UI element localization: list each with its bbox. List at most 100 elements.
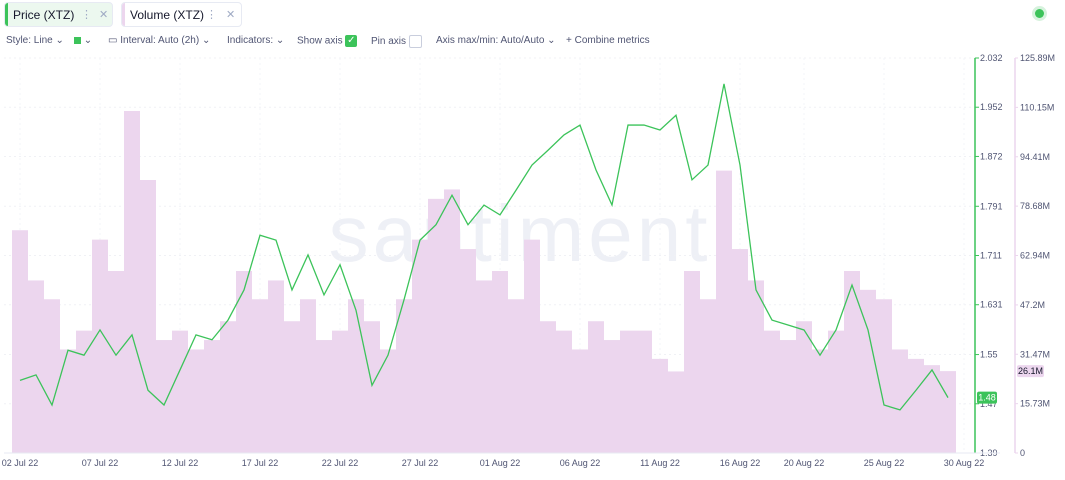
- y2-tick-label: 110.15M: [1020, 102, 1054, 112]
- volume-bar: [12, 230, 28, 453]
- y2-tick-label: 78.68M: [1020, 201, 1050, 211]
- metric-tab[interactable]: Volume (XTZ) ⋮ ✕: [121, 2, 242, 27]
- axis-minmax[interactable]: Axis max/min: Auto/Auto ⌄: [436, 35, 556, 46]
- volume-bar: [924, 365, 940, 453]
- volume-bar: [172, 330, 188, 453]
- volume-bar: [444, 189, 460, 453]
- volume-bar: [316, 340, 332, 453]
- volume-bar: [892, 349, 908, 453]
- y2-tick-label: 15.73M: [1020, 399, 1050, 409]
- label: Style: Line: [6, 35, 53, 46]
- combine-metrics[interactable]: + Combine metrics: [566, 35, 650, 46]
- volume-bar: [44, 299, 60, 453]
- tab-label: Price (XTZ): [13, 7, 75, 22]
- x-tick-label: 25 Aug 22: [864, 458, 905, 468]
- volume-bar: [156, 340, 172, 453]
- x-tick-label: 12 Jul 22: [162, 458, 199, 468]
- volume-bar: [668, 371, 684, 453]
- x-tick-label: 11 Aug 22: [640, 458, 680, 468]
- volume-bar: [860, 289, 876, 453]
- show-axis[interactable]: Show axis ✓: [297, 35, 358, 47]
- metric-tab[interactable]: Price (XTZ) ⋮ ✕: [4, 2, 113, 27]
- volume-bar: [604, 340, 620, 453]
- volume-bar: [348, 299, 364, 453]
- volume-bar: [764, 330, 780, 453]
- volume-bar: [588, 321, 604, 453]
- volume-bar: [380, 349, 396, 453]
- label: Indicators:: [227, 35, 274, 46]
- x-tick-label: 17 Jul 22: [242, 458, 279, 468]
- volume-bar: [460, 249, 476, 453]
- volume-bar: [732, 249, 748, 453]
- y2-tick-label: 0: [1020, 448, 1025, 458]
- volume-bar: [268, 280, 284, 453]
- x-tick-label: 07 Jul 22: [82, 458, 119, 468]
- volume-bar: [796, 321, 812, 453]
- label: Interval: Auto (2h): [120, 35, 200, 46]
- volume-bar: [188, 349, 204, 453]
- style-select[interactable]: Style: Line ⌄: [6, 35, 64, 46]
- y2-tick-label: 62.94M: [1020, 251, 1050, 261]
- indicators-select[interactable]: Indicators: ⌄: [227, 35, 285, 46]
- tab-label: Volume (XTZ): [130, 7, 205, 22]
- volume-bar: [908, 358, 924, 453]
- x-tick-label: 06 Aug 22: [560, 458, 601, 468]
- x-tick-label: 01 Aug 22: [480, 458, 521, 468]
- x-tick-label: 30 Aug 22: [944, 458, 985, 468]
- volume-bar: [812, 349, 828, 453]
- y2-tick-label: 94.41M: [1020, 152, 1050, 162]
- label: Pin axis: [371, 36, 407, 48]
- volume-bar: [636, 330, 652, 453]
- x-tick-label: 27 Jul 22: [402, 458, 439, 468]
- y2-tick-label: 47.2M: [1020, 300, 1045, 310]
- volume-bar: [940, 371, 956, 453]
- volume-bar: [508, 299, 524, 453]
- x-tick-label: 22 Jul 22: [322, 458, 359, 468]
- y-tick-label: 1.55: [980, 350, 998, 360]
- x-tick-label: 16 Aug 22: [720, 458, 761, 468]
- last-value-label: 26.1M: [1018, 366, 1043, 376]
- volume-bar: [396, 299, 412, 453]
- x-tick-label: 02 Jul 22: [2, 458, 39, 468]
- y-tick-label: 2.032: [980, 53, 1003, 63]
- volume-bar: [60, 349, 76, 453]
- price-layer: [19, 83, 949, 411]
- volume-bar: [556, 330, 572, 453]
- volume-bar: [364, 321, 380, 453]
- volume-bar: [844, 271, 860, 453]
- volume-bar: [124, 110, 140, 454]
- volume-bar: [92, 239, 108, 453]
- volume-layer: [12, 110, 956, 454]
- color-select[interactable]: ⌄: [74, 35, 92, 46]
- volume-bar: [716, 170, 732, 454]
- label: Show axis: [297, 35, 343, 47]
- y2-tick-label: 125.89M: [1020, 53, 1055, 63]
- volume-bar: [876, 299, 892, 453]
- volume-bar: [300, 299, 316, 453]
- volume-bar: [332, 330, 348, 453]
- y-tick-label: 1.952: [980, 102, 1003, 112]
- volume-bar: [540, 321, 556, 453]
- volume-bar: [108, 271, 124, 453]
- interval-select[interactable]: ▭ Interval: Auto (2h) ⌄: [108, 35, 211, 46]
- volume-bar: [428, 198, 444, 453]
- volume-bar: [252, 299, 268, 453]
- label: Axis max/min: Auto/Auto: [436, 35, 545, 46]
- status-dot: [1035, 9, 1044, 18]
- volume-bar: [28, 280, 44, 453]
- y2-tick-label: 31.47M: [1020, 349, 1050, 359]
- label: Combine metrics: [574, 35, 650, 46]
- y-tick-label: 1.791: [980, 201, 1003, 211]
- volume-bar: [236, 271, 252, 453]
- volume-bar: [140, 180, 156, 453]
- volume-bar: [284, 321, 300, 453]
- volume-bar: [828, 330, 844, 453]
- last-value-badge: [1017, 365, 1044, 378]
- volume-bar: [780, 340, 796, 453]
- last-value-label: 1.48: [978, 393, 996, 403]
- pin-axis[interactable]: Pin axis: [371, 35, 422, 48]
- volume-bar: [220, 321, 236, 453]
- y-tick-label: 1.631: [980, 300, 1003, 310]
